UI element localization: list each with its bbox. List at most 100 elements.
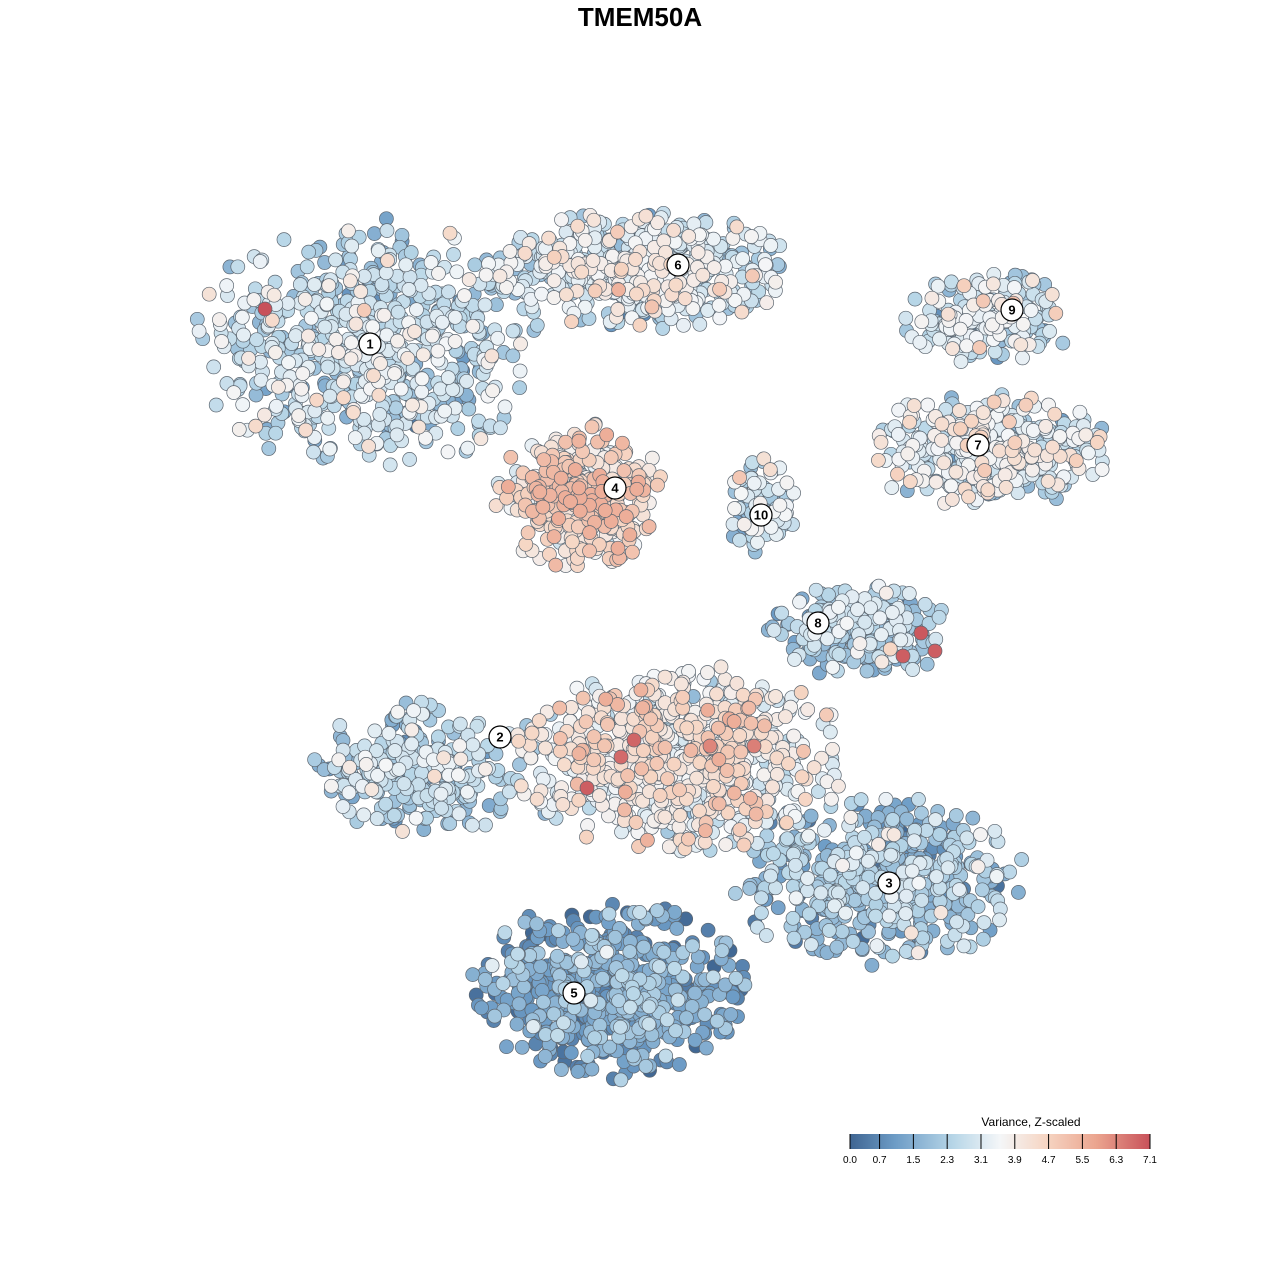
data-point xyxy=(367,723,383,739)
data-point xyxy=(373,356,388,371)
data-point xyxy=(748,806,764,822)
data-point xyxy=(1002,864,1017,880)
data-point xyxy=(378,796,394,812)
data-point xyxy=(600,717,615,732)
data-point xyxy=(989,869,1005,884)
data-point xyxy=(638,208,654,224)
data-point xyxy=(1023,303,1039,318)
data-point xyxy=(297,291,313,307)
data-point xyxy=(546,1006,562,1022)
data-point xyxy=(675,689,691,705)
data-point xyxy=(930,278,946,294)
data-point xyxy=(288,328,303,344)
data-point xyxy=(629,481,645,497)
data-point xyxy=(512,757,527,773)
data-point xyxy=(763,868,778,884)
data-point xyxy=(546,290,562,305)
data-point xyxy=(788,857,803,873)
cluster-label-badge xyxy=(562,981,586,1005)
data-point xyxy=(441,284,456,300)
data-point xyxy=(572,503,588,519)
data-point xyxy=(320,359,336,375)
data-point xyxy=(657,809,673,825)
legend-colorbar xyxy=(850,1134,1150,1149)
data-point xyxy=(943,478,959,494)
data-point xyxy=(401,282,417,297)
data-point xyxy=(510,946,526,962)
data-point xyxy=(944,492,960,507)
legend-tick-label: 0.7 xyxy=(873,1155,887,1166)
data-point xyxy=(712,281,727,297)
cluster-label-8: 8 xyxy=(806,611,830,635)
data-point xyxy=(902,474,918,489)
data-point xyxy=(736,837,752,853)
data-point xyxy=(824,791,839,807)
chart-title: TMEM50A xyxy=(577,2,703,32)
data-point xyxy=(948,808,964,823)
data-point xyxy=(717,977,733,993)
data-point xyxy=(366,368,381,383)
data-point xyxy=(900,446,916,462)
data-point xyxy=(449,264,465,280)
data-point xyxy=(949,914,964,930)
data-point xyxy=(726,714,742,729)
data-point xyxy=(821,923,837,938)
data-point xyxy=(299,259,315,275)
data-point xyxy=(490,330,506,346)
data-point xyxy=(681,228,697,244)
data-point xyxy=(465,967,481,982)
data-point xyxy=(757,718,772,734)
data-point xyxy=(798,791,813,807)
data-point xyxy=(574,954,589,970)
cluster-label-text: 5 xyxy=(570,986,577,1001)
legend-tick-label: 5.5 xyxy=(1075,1155,1089,1166)
data-point xyxy=(1038,419,1054,434)
data-point xyxy=(249,332,264,348)
data-point xyxy=(552,700,568,716)
data-point xyxy=(414,384,430,400)
data-point xyxy=(478,267,494,283)
data-point xyxy=(512,380,527,396)
data-point xyxy=(698,823,713,839)
data-point xyxy=(679,720,695,736)
data-point xyxy=(248,418,264,434)
data-point xyxy=(497,399,513,415)
data-point xyxy=(961,489,976,505)
data-point xyxy=(970,899,986,914)
data-point xyxy=(402,452,417,467)
data-point xyxy=(726,785,742,801)
data-point xyxy=(546,273,562,289)
data-point xyxy=(905,662,920,677)
data-point xyxy=(1013,337,1029,353)
data-point xyxy=(271,379,286,395)
data-point xyxy=(554,212,569,228)
data-point xyxy=(571,433,587,449)
data-point xyxy=(317,319,333,335)
data-point xyxy=(1052,429,1068,444)
data-point xyxy=(951,882,967,897)
data-point xyxy=(910,945,926,961)
data-point xyxy=(733,486,749,501)
data-point xyxy=(800,871,815,886)
data-point xyxy=(558,434,573,450)
data-point xyxy=(541,230,557,246)
data-point xyxy=(762,462,778,477)
data-point xyxy=(390,304,406,320)
high-value-point xyxy=(626,732,642,748)
data-point xyxy=(781,756,796,772)
data-point xyxy=(520,525,536,541)
data-point xyxy=(226,385,242,400)
data-point xyxy=(666,756,682,772)
data-point xyxy=(1055,335,1071,351)
data-point xyxy=(634,761,649,777)
data-point xyxy=(974,882,990,898)
data-point xyxy=(852,636,868,651)
cluster-label-text: 4 xyxy=(611,481,619,496)
data-point xyxy=(484,958,500,973)
data-point xyxy=(1027,442,1043,458)
data-point xyxy=(772,497,788,513)
legend-tick-label: 2.3 xyxy=(940,1155,954,1166)
data-point xyxy=(378,265,394,281)
data-point xyxy=(714,943,730,958)
data-point xyxy=(1048,305,1064,321)
